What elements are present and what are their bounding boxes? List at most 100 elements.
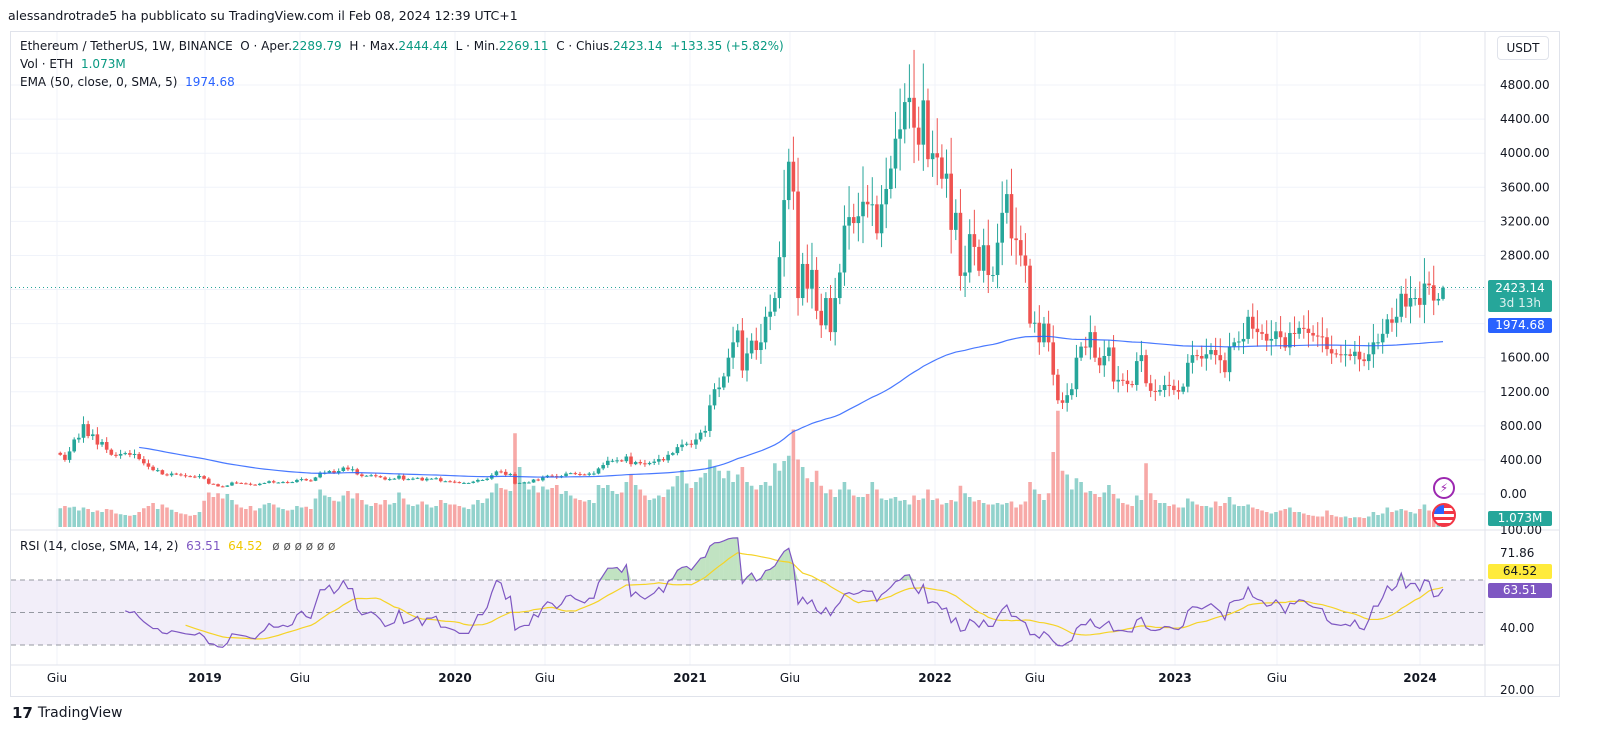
candle-body bbox=[861, 201, 865, 217]
candle-body bbox=[1111, 347, 1116, 382]
us-flag-icon[interactable] bbox=[1432, 503, 1456, 527]
rsi-overbought-fill bbox=[677, 567, 683, 580]
volume-bar bbox=[624, 482, 629, 527]
volume-bar bbox=[833, 497, 837, 527]
volume-bar bbox=[1181, 507, 1185, 527]
candle-body bbox=[406, 479, 411, 481]
candle-body bbox=[773, 298, 777, 312]
candle-body bbox=[1199, 355, 1204, 359]
volume-bar bbox=[564, 491, 568, 527]
candle-body bbox=[137, 453, 141, 460]
last-price-badge: 2423.14 3d 13h bbox=[1488, 280, 1552, 312]
candle-body bbox=[698, 432, 703, 440]
lightning-icon[interactable]: ⚡ bbox=[1433, 477, 1455, 499]
volume-bar bbox=[898, 500, 902, 527]
volume-bar bbox=[749, 485, 754, 527]
volume-bar bbox=[137, 512, 141, 527]
rsi-overbought-fill bbox=[686, 566, 692, 580]
candle-body bbox=[169, 473, 174, 476]
volume-bar bbox=[1315, 516, 1320, 527]
volume-bar bbox=[1083, 492, 1088, 527]
candle-body bbox=[383, 477, 387, 480]
candle-body bbox=[364, 475, 369, 477]
symbol-name[interactable]: Ethereum / TetherUS, 1W, BINANCE bbox=[20, 39, 233, 53]
candle-body bbox=[1167, 384, 1172, 386]
volume-bar bbox=[1297, 512, 1301, 527]
volume-bar bbox=[735, 474, 740, 527]
candle-body bbox=[949, 173, 953, 230]
volume-bar bbox=[958, 485, 963, 527]
volume-bar bbox=[244, 509, 248, 527]
candle-body bbox=[643, 463, 647, 465]
candle-body bbox=[1264, 333, 1269, 341]
volume-bar bbox=[1376, 515, 1380, 527]
volume-bar bbox=[202, 500, 206, 527]
candle-body bbox=[239, 482, 244, 484]
volume-bar bbox=[1385, 507, 1390, 527]
volume-bar bbox=[879, 498, 884, 527]
candle-body bbox=[935, 153, 940, 158]
volume-bar bbox=[387, 504, 392, 527]
candle-body bbox=[109, 449, 114, 455]
volume-bar bbox=[838, 489, 842, 527]
open-label: O · Aper. bbox=[240, 39, 293, 53]
candle-body bbox=[499, 471, 503, 473]
volume-bar bbox=[179, 513, 183, 527]
rsi-tick-label: 100.00 bbox=[1500, 523, 1542, 537]
price-tick-label: 0.00 bbox=[1500, 487, 1527, 501]
volume-bar bbox=[1032, 489, 1037, 527]
volume-bar bbox=[541, 486, 545, 527]
candle-body bbox=[568, 473, 573, 475]
volume-bar bbox=[123, 515, 128, 527]
volume-bar bbox=[536, 492, 540, 527]
candle-body bbox=[1311, 332, 1315, 336]
volume-bar bbox=[1074, 478, 1079, 527]
candle-body bbox=[963, 272, 967, 276]
price-tick-label: 1200.00 bbox=[1500, 385, 1550, 399]
candle-body bbox=[123, 453, 128, 455]
candle-body bbox=[1093, 332, 1097, 358]
candle-body bbox=[527, 482, 531, 484]
volume-bar bbox=[777, 470, 782, 527]
candle-body bbox=[355, 469, 360, 475]
currency-button[interactable]: USDT bbox=[1497, 36, 1549, 60]
volume-bar bbox=[708, 459, 712, 527]
candle-body bbox=[703, 430, 708, 433]
volume-bar bbox=[1028, 482, 1032, 527]
candle-body bbox=[183, 475, 188, 477]
volume-bar bbox=[188, 515, 192, 527]
candle-body bbox=[902, 102, 907, 130]
candle-body bbox=[1074, 357, 1079, 390]
candle-body bbox=[661, 459, 666, 461]
rsi-legend[interactable]: RSI (14, close, SMA, 14, 2) 63.51 64.52 … bbox=[20, 539, 335, 553]
candle-body bbox=[647, 462, 652, 465]
candle-body bbox=[689, 443, 694, 445]
candle-body bbox=[1181, 386, 1185, 392]
volume-bar bbox=[1018, 504, 1023, 527]
candle-body bbox=[722, 376, 726, 388]
candle-body bbox=[619, 460, 624, 462]
volume-bar bbox=[944, 503, 949, 527]
tradingview-logo[interactable]: 𝟭𝟳 TradingView bbox=[12, 704, 122, 722]
volume-bar bbox=[1125, 504, 1130, 527]
volume-bar bbox=[786, 455, 791, 527]
volume-bar bbox=[995, 503, 1000, 527]
ema-legend[interactable]: EMA (50, close, 0, SMA, 5) 1974.68 bbox=[20, 75, 235, 89]
candle-body bbox=[1037, 322, 1042, 343]
volume-bar bbox=[726, 470, 731, 527]
candle-body bbox=[1413, 298, 1417, 300]
candle-body bbox=[216, 484, 220, 487]
volume-bar bbox=[118, 514, 123, 527]
rsi-overbought-fill bbox=[709, 542, 715, 580]
high-value: 2444.44 bbox=[398, 39, 449, 53]
candle-body bbox=[610, 460, 615, 462]
volume-bar bbox=[902, 500, 907, 527]
close-value: 2423.14 bbox=[613, 39, 663, 53]
volume-legend[interactable]: Vol · ETH 1.073M bbox=[20, 57, 126, 71]
volume-bar bbox=[206, 492, 211, 527]
price-tick-label: 4800.00 bbox=[1500, 78, 1550, 92]
volume-bar bbox=[142, 508, 146, 527]
volume-bar bbox=[471, 504, 476, 527]
time-tick-label: Giu bbox=[1267, 671, 1287, 685]
